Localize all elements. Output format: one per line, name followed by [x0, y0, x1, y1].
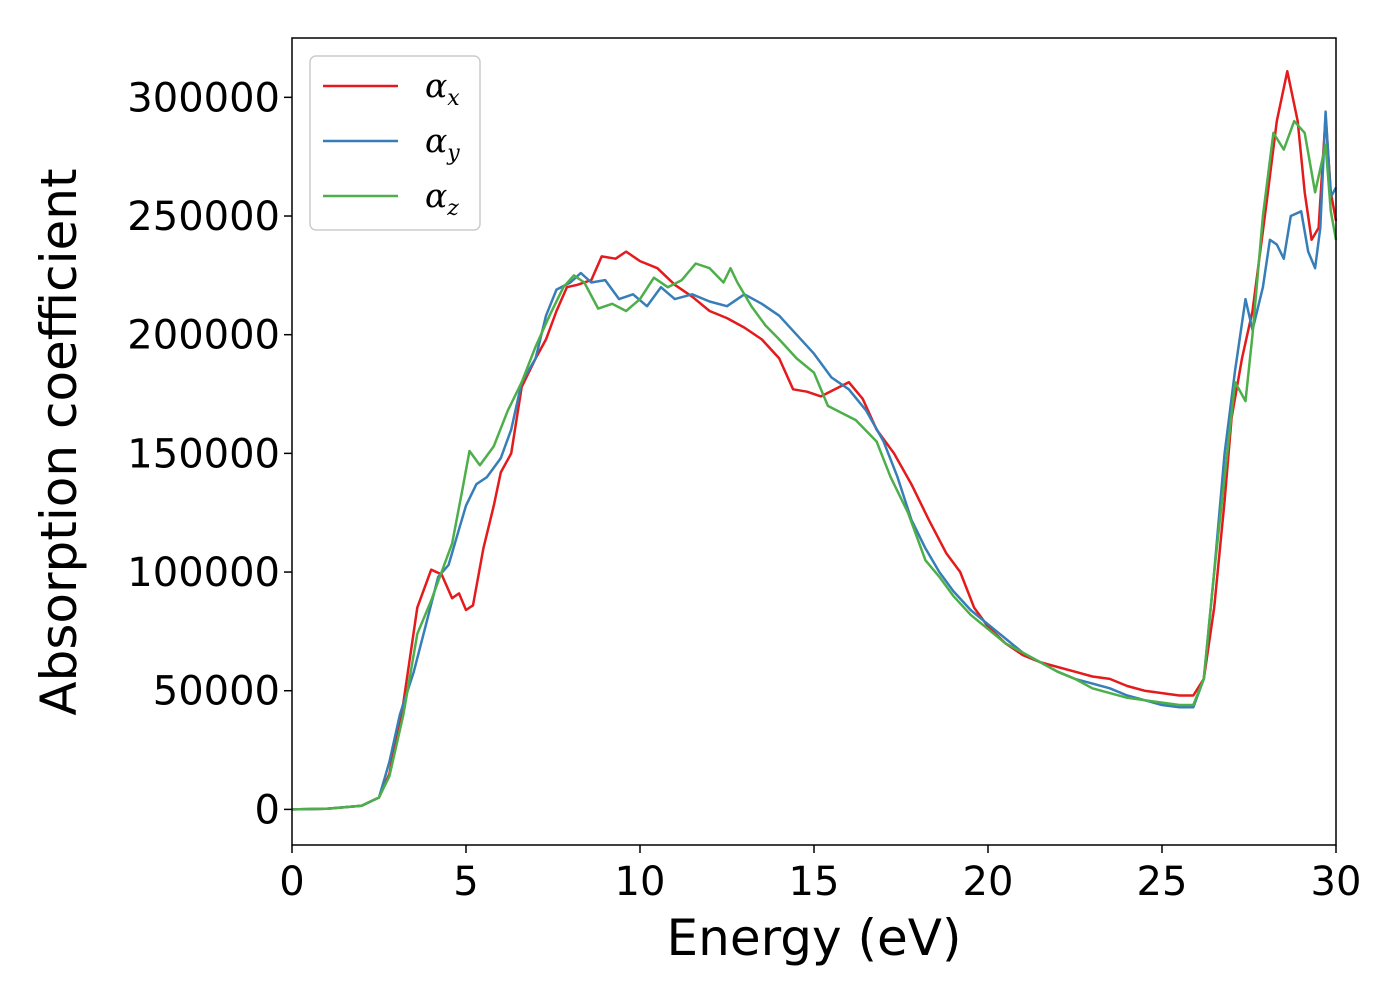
x-tick-label: 15 — [789, 859, 840, 905]
y-tick-label: 200000 — [127, 313, 280, 359]
series-layer — [291, 69, 1338, 811]
y-axis-title: Absorption coefficient — [30, 168, 88, 715]
series-line-y — [291, 110, 1338, 811]
x-tick-label: 25 — [1137, 859, 1188, 905]
x-axis-title: Energy (eV) — [667, 909, 962, 967]
y-tick-label: 50000 — [153, 669, 280, 715]
y-tick-label: 150000 — [127, 431, 280, 477]
x-tick-label: 30 — [1311, 859, 1362, 905]
y-tick-label: 100000 — [127, 550, 280, 596]
x-tick-label: 20 — [963, 859, 1014, 905]
y-tick-label: 0 — [255, 787, 280, 833]
legend-label-z: αz — [425, 176, 459, 221]
series-line-z — [291, 119, 1338, 811]
x-axis: 0 5 10 15 20 25 30 — [279, 845, 1361, 905]
x-tick-label: 5 — [453, 859, 478, 905]
y-axis: 0 50000 100000 150000 200000 250000 300000 — [127, 75, 292, 833]
series-line-x — [291, 69, 1338, 811]
x-tick-label: 0 — [279, 859, 304, 905]
legend-box — [309, 55, 481, 231]
y-tick-label: 250000 — [127, 194, 280, 240]
x-tick-label: 10 — [615, 859, 666, 905]
y-tick-label: 300000 — [127, 75, 280, 121]
